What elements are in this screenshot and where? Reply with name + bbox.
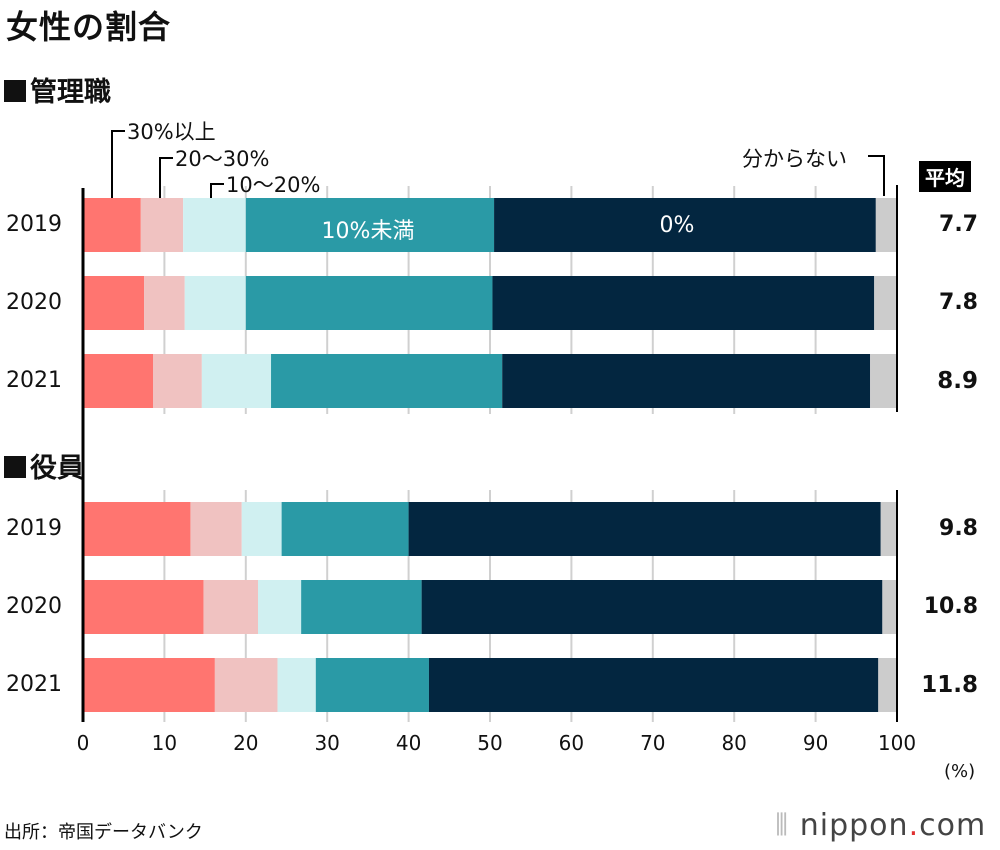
leader-unknown [868, 155, 885, 196]
leader-10-20 [210, 183, 224, 198]
bar-segment-0-1-1 [144, 276, 185, 330]
square-bullet-icon [4, 456, 26, 478]
bar-segment-0-0-2 [183, 198, 246, 252]
x-tick-label: 10 [151, 731, 178, 755]
bar-segment-1-2-1 [214, 658, 278, 712]
average-value: 9.8 [939, 516, 978, 541]
legend-label-20-30: 20〜30% [175, 147, 270, 171]
bar-segment-1-2-4 [428, 658, 879, 712]
x-tick-label: 90 [802, 731, 829, 755]
section-label: 管理職 [30, 77, 111, 108]
average-value: 7.7 [939, 212, 978, 237]
bar-segment-0-0-5 [875, 198, 897, 252]
bar-segment-1-0-0 [83, 502, 191, 556]
year-label: 2020 [6, 594, 62, 619]
section-label: 役員 [30, 453, 84, 484]
bar-segment-0-1-3 [245, 276, 493, 330]
bar-segment-1-2-3 [315, 658, 429, 712]
legend-label-under10: 10%未満 [321, 219, 415, 244]
bar-segment-1-0-3 [281, 502, 409, 556]
legend-label-30plus: 30%以上 [127, 120, 216, 144]
x-tick-label: 40 [395, 731, 422, 755]
average-header: 平均 [919, 161, 971, 192]
x-tick-label: 20 [233, 731, 259, 755]
average-value: 7.8 [939, 290, 978, 315]
bar-segment-1-1-2 [258, 580, 302, 634]
bar-segment-1-2-5 [878, 658, 897, 712]
bar-segment-0-1-0 [83, 276, 145, 330]
x-tick-label: 100 [877, 731, 917, 755]
year-label: 2020 [6, 290, 62, 315]
year-label: 2021 [6, 368, 62, 393]
average-value: 8.9 [937, 368, 978, 394]
bar-segment-1-0-4 [408, 502, 881, 556]
legend-label-10-20: 10〜20% [226, 173, 321, 197]
bar-segment-0-1-4 [492, 276, 875, 330]
bar-segment-0-2-3 [271, 354, 503, 408]
bar-segment-0-1-2 [184, 276, 246, 330]
x-tick-label: 80 [721, 731, 747, 755]
section-title-officers: 役員 [4, 446, 84, 485]
bar-segment-1-1-0 [83, 580, 204, 634]
bar-segment-1-2-2 [277, 658, 316, 712]
bar-segment-1-1-1 [203, 580, 259, 634]
bar-segment-1-0-5 [880, 502, 897, 556]
bar-segment-1-1-3 [301, 580, 422, 634]
bar-segment-0-0-3 [245, 198, 495, 252]
legend-label-zero: 0% [659, 213, 695, 238]
source-note: 出所：帝国データバンク [4, 822, 203, 843]
bar-segment-0-0-1 [140, 198, 184, 252]
bar-segment-1-1-5 [882, 580, 897, 634]
bar-segment-0-2-4 [502, 354, 871, 408]
leader-20-30 [159, 157, 173, 198]
bar-segment-0-2-1 [153, 354, 202, 408]
x-axis-unit: (%) [944, 761, 976, 782]
nippon-logo: ⦀ nippon.com [775, 808, 987, 843]
average-value: 10.8 [923, 594, 978, 619]
x-tick-label: 60 [558, 731, 585, 755]
legend-label-unknown: 分からない [742, 147, 847, 171]
x-tick-label: 50 [477, 731, 503, 755]
average-value: 11.8 [921, 672, 978, 698]
x-tick-label: 70 [640, 731, 666, 755]
leader-30plus [111, 130, 125, 198]
x-tick-label: 0 [76, 731, 90, 755]
bar-segment-0-2-2 [201, 354, 272, 408]
bar-segment-1-2-0 [83, 658, 215, 712]
year-label: 2019 [6, 516, 62, 541]
square-bullet-icon [4, 80, 26, 102]
year-label: 2019 [6, 212, 62, 237]
bar-segment-0-2-5 [870, 354, 897, 408]
x-tick-label: 30 [314, 731, 340, 755]
bar-segment-0-0-4 [494, 198, 876, 252]
chart-title: 女性の割合 [6, 8, 172, 46]
section-title-managers: 管理職 [4, 70, 111, 109]
bar-segment-1-0-2 [241, 502, 282, 556]
bar-segment-1-1-4 [421, 580, 883, 634]
bar-segment-0-2-0 [83, 354, 154, 408]
year-label: 2021 [6, 672, 62, 697]
bar-segment-0-1-5 [874, 276, 897, 330]
bar-segment-1-0-1 [190, 502, 242, 556]
bar-segment-0-0-0 [83, 198, 141, 252]
